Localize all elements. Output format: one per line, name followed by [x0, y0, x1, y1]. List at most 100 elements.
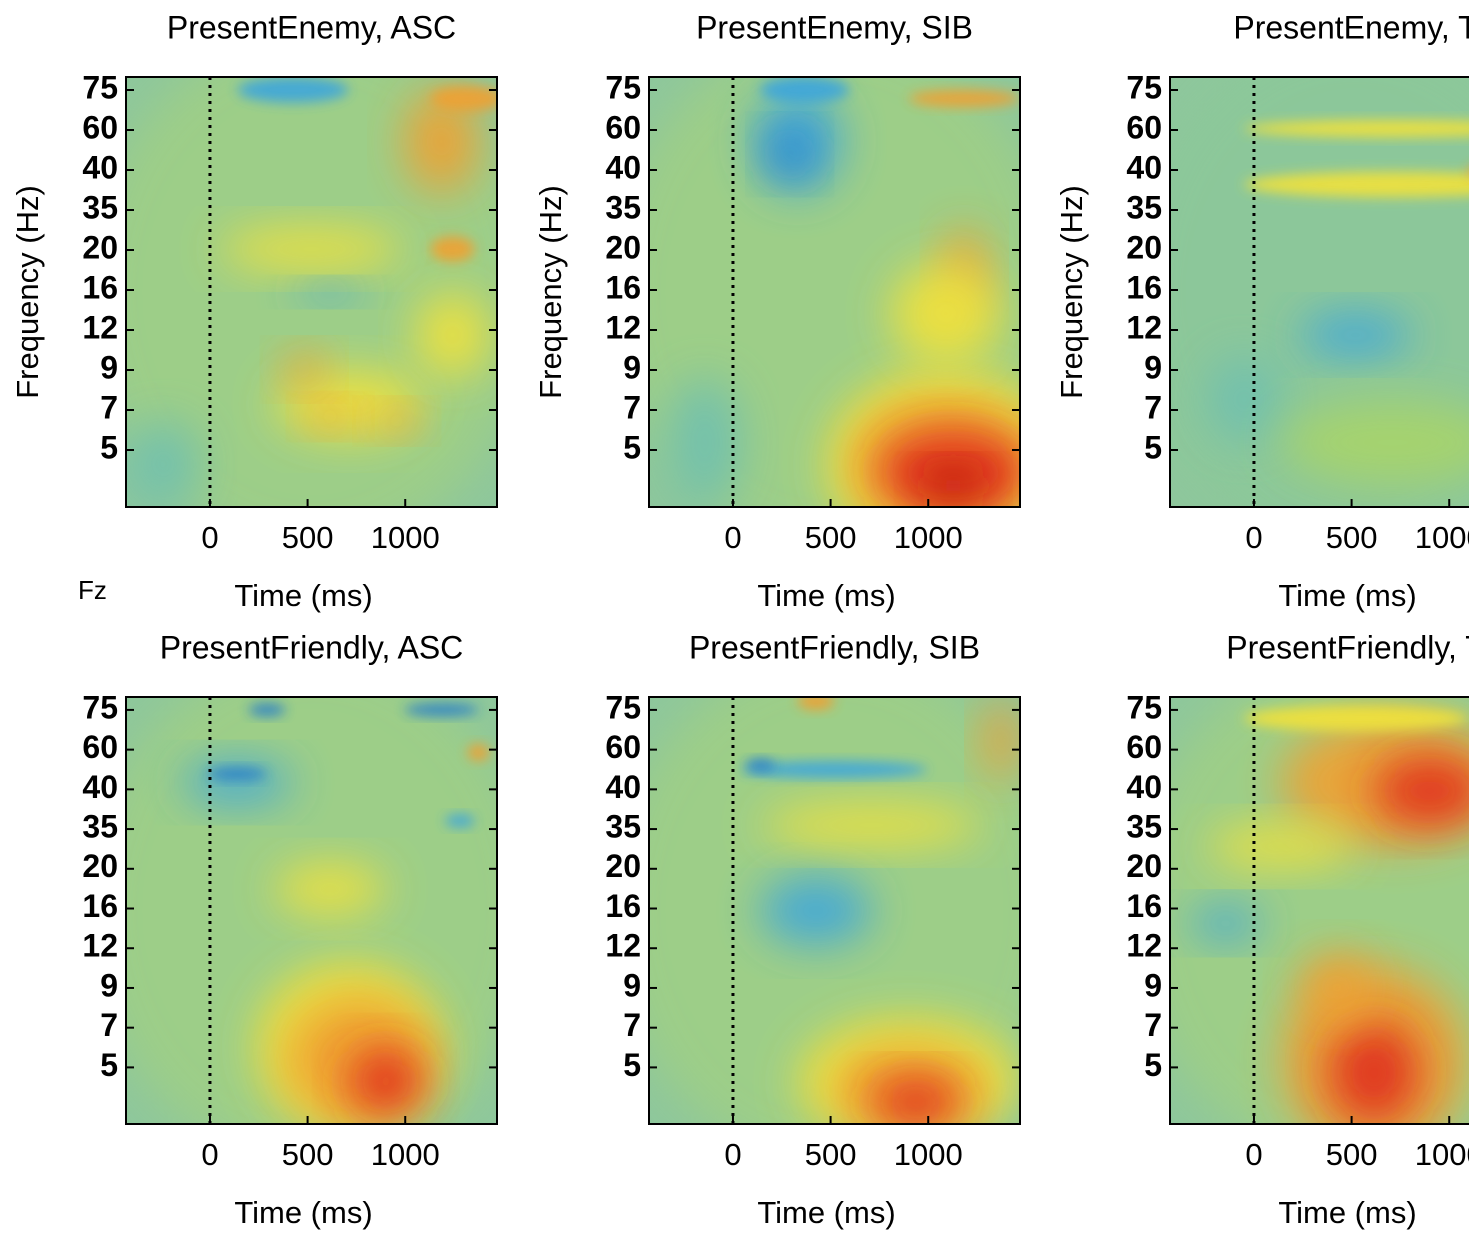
x-tick-label: 500	[282, 1137, 334, 1172]
y-tick-label: 40	[82, 149, 118, 185]
heatmap-region	[1281, 399, 1469, 486]
x-tick-label: 500	[1326, 1137, 1378, 1172]
axes-box	[125, 76, 498, 508]
heatmap-region	[871, 1077, 961, 1124]
x-tick-label: 1000	[1415, 520, 1469, 555]
y-tick-label: 7	[623, 389, 641, 425]
y-tick-label: 35	[605, 809, 641, 845]
heatmap-region	[348, 1047, 423, 1116]
axes-box	[648, 76, 1021, 508]
heatmap-region	[767, 132, 813, 176]
y-tick-label: 7	[100, 1007, 118, 1043]
y-tick-label: 35	[605, 189, 641, 225]
x-tick-label: 1000	[371, 520, 440, 555]
y-tick-label: 9	[623, 967, 641, 1003]
y-tick-label: 5	[623, 429, 641, 465]
x-tick-label: 0	[1245, 520, 1262, 555]
x-tick-label: 500	[805, 520, 857, 555]
panel: PresentEnemy, T 0 500 1000 5 7 9 12 16 20 35 40 60 75…	[1054, 9, 1469, 613]
y-tick-label: 20	[1126, 229, 1162, 265]
x-tick-label: 1000	[894, 520, 963, 555]
heatmap-region	[218, 227, 405, 271]
heatmap-region	[741, 761, 928, 779]
chart-title: PresentEnemy, ASC	[167, 9, 456, 45]
heatmap-region	[292, 283, 368, 301]
y-tick-label: 5	[100, 1047, 118, 1083]
y-tick-label: 7	[100, 389, 118, 425]
x-tick-label: 0	[201, 520, 218, 555]
y-tick-label: 60	[82, 109, 118, 145]
y-tick-label: 40	[605, 769, 641, 805]
y-tick-label: 12	[1126, 928, 1162, 964]
heatmap	[1170, 77, 1469, 507]
x-axis-label: Time (ms)	[1278, 1195, 1416, 1230]
heatmap	[1170, 697, 1469, 1124]
heatmap-region	[1299, 313, 1412, 357]
heatmap-region	[1207, 356, 1282, 443]
y-tick-label: 35	[82, 809, 118, 845]
heatmap-region	[1188, 906, 1263, 941]
y-tick-label: 60	[82, 729, 118, 765]
y-tick-label: 60	[1126, 729, 1162, 765]
heatmap-region	[1374, 756, 1469, 826]
annotation: Fz	[78, 575, 107, 605]
heatmap-region	[1244, 705, 1467, 732]
heatmap-region	[745, 758, 776, 772]
y-tick-label: 35	[1126, 189, 1162, 225]
y-tick-label: 35	[1126, 809, 1162, 845]
chart-title: PresentEnemy, SIB	[696, 9, 973, 45]
y-tick-label: 9	[1144, 967, 1162, 1003]
y-tick-label: 12	[82, 928, 118, 964]
y-tick-label: 5	[623, 1047, 641, 1083]
y-tick-label: 12	[1126, 309, 1162, 345]
y-tick-label: 40	[605, 149, 641, 185]
heatmap-region	[1466, 168, 1469, 175]
x-tick-label: 0	[201, 1137, 218, 1172]
y-tick-label: 12	[605, 309, 641, 345]
heatmap	[649, 77, 1020, 507]
heatmap-region	[445, 814, 475, 828]
y-tick-label: 5	[1144, 1047, 1162, 1083]
x-axis-label: Time (ms)	[234, 1195, 372, 1230]
y-tick-label: 16	[82, 888, 118, 924]
y-tick-label: 20	[1126, 848, 1162, 884]
x-tick-label: 1000	[1415, 1137, 1469, 1172]
y-tick-label: 9	[623, 349, 641, 385]
chart-title: PresentFriendly, ASC	[160, 629, 464, 665]
heatmap-region	[307, 403, 353, 430]
y-tick-label: 7	[1144, 389, 1162, 425]
heatmap-region	[760, 77, 850, 103]
heatmap-region	[415, 292, 490, 378]
y-tick-label: 75	[82, 689, 118, 725]
y-tick-label: 40	[1126, 149, 1162, 185]
y-tick-label: 7	[1144, 1007, 1162, 1043]
y-tick-label: 20	[82, 848, 118, 884]
y-tick-label: 20	[605, 848, 641, 884]
x-tick-label: 1000	[894, 1137, 963, 1172]
x-axis-label: Time (ms)	[1278, 578, 1416, 613]
heatmap-region	[274, 863, 386, 915]
x-axis-label: Time (ms)	[757, 1195, 895, 1230]
y-tick-label: 20	[82, 229, 118, 265]
heatmap-region	[797, 697, 835, 710]
y-tick-label: 16	[605, 888, 641, 924]
axes-box	[1169, 76, 1469, 508]
heatmap	[126, 77, 497, 507]
heatmap-region	[760, 803, 983, 847]
x-tick-label: 500	[282, 520, 334, 555]
heatmap-region	[374, 408, 420, 434]
heatmap-region	[1299, 953, 1375, 1022]
heatmap-region	[923, 468, 983, 503]
y-tick-label: 75	[1126, 69, 1162, 105]
y-tick-label: 5	[1144, 429, 1162, 465]
y-axis-label: Frequency (Hz)	[533, 185, 568, 399]
chart-title: PresentFriendly, T	[1226, 629, 1469, 665]
y-tick-label: 20	[605, 229, 641, 265]
heatmap-region	[237, 77, 349, 103]
y-tick-label: 40	[82, 769, 118, 805]
x-tick-label: 0	[724, 1137, 741, 1172]
